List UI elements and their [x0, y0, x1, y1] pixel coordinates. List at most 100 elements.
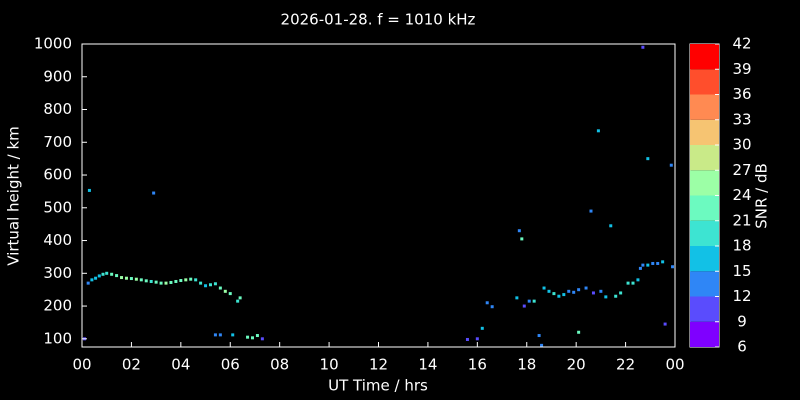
data-point — [663, 322, 667, 326]
data-point — [646, 263, 650, 267]
colorbar-segment — [690, 94, 719, 120]
colorbar-tick-label: 39 — [732, 60, 751, 78]
y-tick-label: 400 — [43, 231, 72, 249]
colorbar-segment — [690, 44, 719, 70]
data-point — [238, 296, 242, 300]
data-point — [517, 229, 521, 233]
colorbar-tick-label: 6 — [737, 338, 747, 356]
data-point — [532, 299, 536, 303]
data-point — [90, 278, 94, 282]
data-point — [194, 278, 198, 282]
data-point — [129, 277, 133, 281]
colorbar-segment — [690, 69, 719, 95]
data-point — [475, 337, 479, 341]
data-point — [641, 45, 645, 49]
colorbar-tick-label: 21 — [732, 211, 751, 229]
data-point — [94, 276, 98, 280]
data-point — [584, 286, 588, 290]
x-tick-label: 02 — [122, 356, 141, 374]
colorbar-segment — [690, 321, 719, 347]
colorbar-tick-label: 15 — [732, 262, 751, 280]
y-tick-label: 300 — [43, 264, 72, 282]
data-point — [480, 326, 484, 330]
data-point — [115, 274, 119, 278]
data-point — [641, 263, 645, 267]
data-point — [218, 333, 222, 337]
data-point — [152, 191, 156, 195]
x-tick-label: 12 — [369, 356, 388, 374]
colorbar-segment — [690, 195, 719, 221]
data-point — [154, 280, 158, 284]
data-point — [515, 296, 519, 300]
colorbar-segment — [690, 119, 719, 145]
y-tick-label: 200 — [43, 297, 72, 315]
y-tick-label: 600 — [43, 166, 72, 184]
data-point — [208, 283, 212, 287]
y-tick-label: 1000 — [34, 35, 72, 53]
colorbar-tick-label: 30 — [732, 136, 751, 154]
data-point — [567, 289, 571, 293]
data-point — [626, 281, 630, 285]
data-point — [589, 209, 593, 213]
x-tick-label: 10 — [320, 356, 339, 374]
colorbar-label: SNR / dB — [753, 163, 771, 229]
colorbar-segment — [690, 296, 719, 322]
data-point — [159, 281, 163, 285]
data-point — [255, 334, 259, 338]
data-point — [631, 281, 635, 285]
data-point — [174, 279, 178, 283]
data-point — [619, 291, 623, 295]
x-tick-label: 18 — [517, 356, 536, 374]
colorbar-tick-label: 9 — [737, 312, 747, 330]
x-tick-label: 00 — [72, 356, 91, 374]
colorbar-segment — [690, 145, 719, 171]
data-point — [614, 294, 618, 298]
colorbar-tick-label: 12 — [732, 287, 751, 305]
y-axis-label: Virtual height / km — [5, 126, 23, 265]
data-point — [609, 224, 613, 228]
data-point — [189, 277, 193, 281]
data-point — [537, 334, 541, 338]
data-point — [490, 305, 494, 309]
marks — [82, 45, 675, 347]
data-point — [134, 277, 138, 281]
data-point — [213, 282, 217, 286]
colorbar-tick-label: 24 — [732, 186, 751, 204]
y-tick-label: 800 — [43, 100, 72, 118]
data-point — [184, 278, 188, 282]
data-point — [552, 292, 556, 296]
data-point — [522, 304, 526, 308]
data-point — [250, 336, 254, 340]
data-point — [204, 284, 208, 288]
data-point — [485, 301, 489, 305]
data-point — [246, 335, 250, 339]
y-tick-label: 100 — [43, 329, 72, 347]
data-point — [213, 333, 217, 337]
data-point — [110, 272, 114, 276]
data-point — [179, 279, 183, 283]
colorbar-segment — [690, 220, 719, 246]
x-tick-label: 04 — [171, 356, 190, 374]
x-tick-label: 22 — [616, 356, 635, 374]
data-point — [465, 337, 469, 341]
colorbar-tick-label: 27 — [732, 161, 751, 179]
plot-area — [82, 44, 675, 347]
data-point — [144, 279, 148, 283]
data-point — [236, 299, 240, 303]
data-point — [223, 289, 227, 293]
x-tick-label: 06 — [221, 356, 240, 374]
data-point — [542, 286, 546, 290]
data-point — [596, 129, 600, 133]
colorbar-segment — [690, 271, 719, 297]
data-point — [638, 266, 642, 270]
data-point — [260, 337, 264, 341]
data-point — [577, 288, 581, 292]
data-point — [149, 279, 153, 283]
chart-title: 2026-01-28. f = 1010 kHz — [281, 11, 476, 29]
data-point — [527, 299, 531, 303]
x-tick-label: 08 — [270, 356, 289, 374]
data-point — [656, 261, 660, 265]
data-point — [547, 289, 551, 293]
x-tick-label: 14 — [418, 356, 437, 374]
